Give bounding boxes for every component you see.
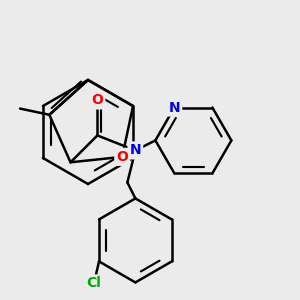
Text: O: O <box>92 93 103 107</box>
Text: N: N <box>169 100 180 115</box>
Text: Cl: Cl <box>87 276 101 290</box>
Text: O: O <box>116 150 128 164</box>
Text: N: N <box>130 143 141 158</box>
